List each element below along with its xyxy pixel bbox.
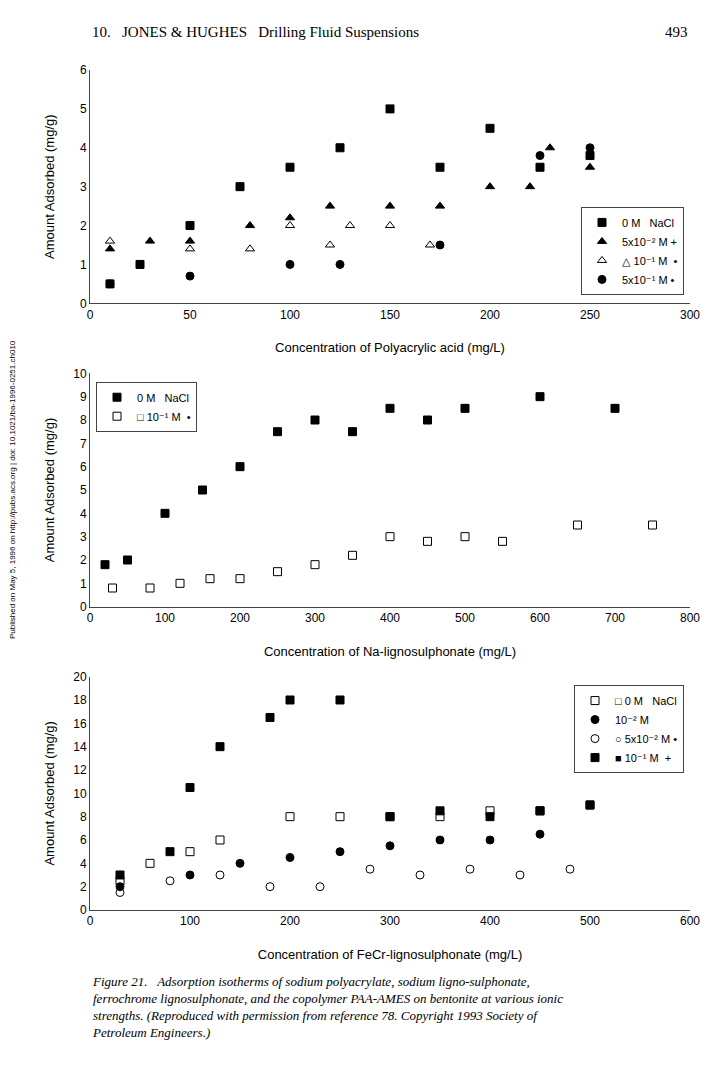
svg-text:5: 5 (80, 102, 87, 116)
svg-text:10. JONES & HUGHES Drillin: 10. JONES & HUGHES Drilling Fluid Suspen… (92, 24, 419, 40)
svg-text:○ 5x10⁻² M •: ○ 5x10⁻² M • (615, 733, 677, 745)
svg-text:Concentration of FeCr-lignosul: Concentration of FeCr-lignosulphonate (m… (258, 947, 522, 962)
svg-text:4: 4 (80, 141, 87, 155)
svg-text:8: 8 (80, 810, 87, 824)
svg-text:200: 200 (280, 914, 300, 928)
svg-text:5x10⁻¹ M •: 5x10⁻¹ M • (622, 274, 675, 286)
svg-text:100: 100 (155, 611, 175, 625)
svg-text:600: 600 (530, 611, 550, 625)
svg-text:100: 100 (280, 308, 300, 322)
svg-text:300: 300 (380, 914, 400, 928)
svg-text:△ 10⁻¹ M •: △ 10⁻¹ M • (622, 255, 678, 267)
svg-text:12: 12 (73, 763, 87, 777)
svg-text:10: 10 (73, 787, 87, 801)
svg-text:Concentration of Polyacrylic a: Concentration of Polyacrylic acid (mg/L) (275, 340, 505, 355)
svg-text:150: 150 (380, 308, 400, 322)
svg-text:6: 6 (80, 833, 87, 847)
svg-text:600: 600 (680, 914, 700, 928)
svg-text:500: 500 (455, 611, 475, 625)
svg-text:7: 7 (80, 437, 87, 451)
svg-text:□ 10⁻¹ M •: □ 10⁻¹ M • (137, 411, 191, 423)
svg-text:Published on May 5, 1996 on ht: Published on May 5, 1996 on http://pubs.… (8, 340, 17, 639)
svg-text:800: 800 (680, 611, 700, 625)
svg-text:2: 2 (80, 219, 87, 233)
svg-text:□ 0 M NaCl: □ 0 M NaCl (615, 695, 677, 707)
svg-text:200: 200 (480, 308, 500, 322)
svg-text:Figure 21. Adsorption isothe: Figure 21. Adsorption isotherms of sodiu… (92, 974, 563, 1040)
svg-text:1: 1 (80, 258, 87, 272)
svg-text:10: 10 (73, 367, 87, 381)
svg-text:■ 10⁻¹ M +: ■ 10⁻¹ M + (615, 752, 671, 764)
svg-text:300: 300 (680, 308, 700, 322)
svg-text:100: 100 (180, 914, 200, 928)
svg-text:Amount Adsorbed (mg/g): Amount Adsorbed (mg/g) (42, 721, 57, 866)
svg-text:5x10⁻² M +: 5x10⁻² M + (622, 236, 677, 248)
svg-text:400: 400 (380, 611, 400, 625)
svg-text:20: 20 (73, 670, 87, 684)
svg-text:18: 18 (73, 693, 87, 707)
svg-text:0: 0 (80, 600, 87, 614)
svg-text:8: 8 (80, 413, 87, 427)
svg-text:14: 14 (73, 740, 87, 754)
svg-text:16: 16 (73, 717, 87, 731)
svg-text:2: 2 (80, 880, 87, 894)
svg-text:0: 0 (80, 297, 87, 311)
svg-text:9: 9 (80, 390, 87, 404)
svg-text:0: 0 (87, 914, 94, 928)
svg-text:50: 50 (183, 308, 197, 322)
svg-text:0 M NaCl: 0 M NaCl (137, 392, 189, 404)
svg-text:250: 250 (580, 308, 600, 322)
svg-text:0 M NaCl: 0 M NaCl (622, 217, 674, 229)
svg-text:0: 0 (87, 308, 94, 322)
svg-text:Amount Adsorbed (mg/g): Amount Adsorbed (mg/g) (42, 418, 57, 563)
svg-text:500: 500 (580, 914, 600, 928)
svg-text:Concentration of Na-lignosulph: Concentration of Na-lignosulphonate (mg/… (264, 644, 516, 659)
svg-text:10⁻² M: 10⁻² M (615, 714, 649, 726)
svg-text:3: 3 (80, 530, 87, 544)
svg-text:6: 6 (80, 63, 87, 77)
svg-text:2: 2 (80, 553, 87, 567)
svg-text:Amount Adsorbed (mg/g): Amount Adsorbed (mg/g) (42, 114, 57, 259)
svg-text:300: 300 (305, 611, 325, 625)
svg-text:6: 6 (80, 460, 87, 474)
svg-text:0: 0 (87, 611, 94, 625)
svg-text:4: 4 (80, 507, 87, 521)
svg-text:400: 400 (480, 914, 500, 928)
svg-text:700: 700 (605, 611, 625, 625)
svg-text:3: 3 (80, 180, 87, 194)
svg-text:493: 493 (665, 24, 688, 40)
svg-text:1: 1 (80, 577, 87, 591)
svg-text:5: 5 (80, 483, 87, 497)
svg-text:0: 0 (80, 903, 87, 917)
svg-text:4: 4 (80, 857, 87, 871)
svg-text:200: 200 (230, 611, 250, 625)
